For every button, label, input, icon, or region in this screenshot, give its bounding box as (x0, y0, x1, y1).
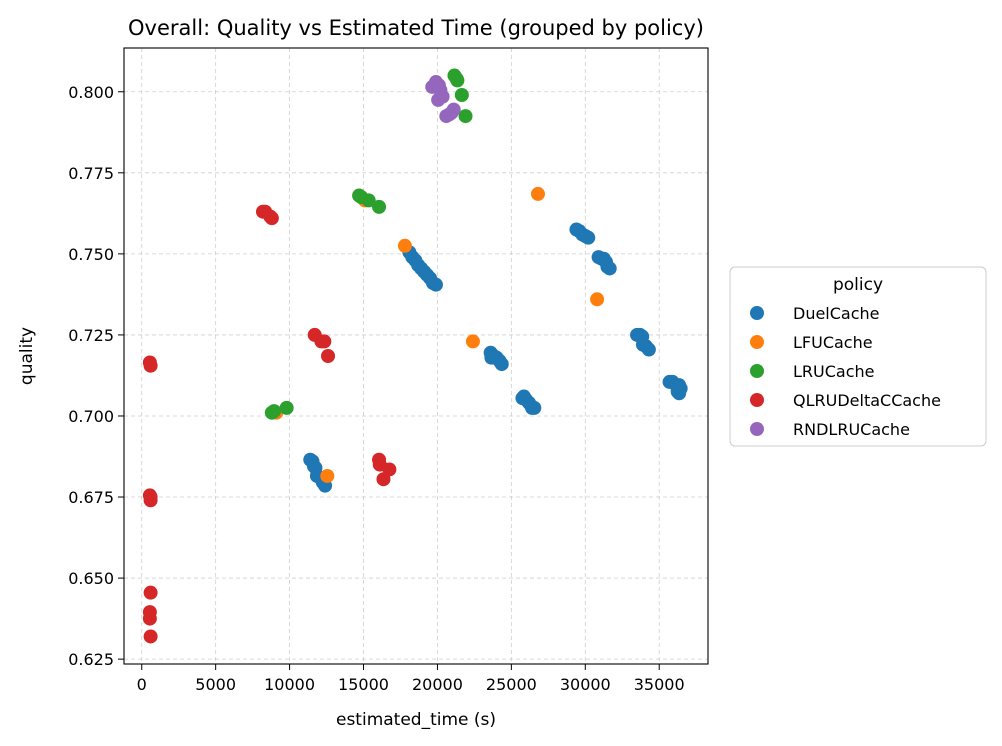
legend-item: LFUCache (750, 333, 873, 352)
y-tick-label: 0.700 (68, 407, 114, 426)
data-point (361, 193, 376, 208)
data-point (264, 211, 279, 226)
data-point (465, 334, 480, 349)
data-point (428, 277, 443, 292)
data-point (142, 611, 157, 626)
x-axis-ticks: 0 5000 10000 15000 20000 25000 30000 35000 (137, 664, 685, 694)
y-tick-label: 0.800 (68, 83, 114, 102)
legend-marker (750, 335, 764, 349)
x-tick-label: 5000 (195, 675, 236, 694)
y-axis-ticks: 0.625 0.650 0.675 0.700 0.725 0.750 0.775 0.800 (68, 83, 124, 669)
data-point (320, 468, 335, 483)
x-axis-label: estimated_time (s) (336, 710, 496, 730)
series-duelcache (303, 222, 688, 493)
data-point (641, 342, 656, 357)
y-tick-label: 0.625 (68, 650, 114, 669)
chart-title: Overall: Quality vs Estimated Time (grou… (128, 16, 704, 40)
legend-entries: DuelCache LFUCache LRUCache QLRUDeltaCCache… (750, 304, 941, 439)
legend: policy DuelCache LFUCache LRUCache QLRUDelt… (729, 266, 987, 447)
data-point (435, 89, 450, 104)
data-point (458, 109, 473, 124)
legend-marker (750, 393, 764, 407)
data-point (527, 400, 542, 415)
data-point (382, 462, 397, 477)
data-point (317, 334, 332, 349)
legend-label: QLRUDeltaCCache (793, 391, 941, 410)
data-point (672, 386, 687, 401)
data-point (143, 493, 158, 508)
x-tick-label: 35000 (634, 675, 685, 694)
data-point (143, 629, 158, 644)
data-point (602, 261, 617, 276)
data-point (267, 404, 282, 419)
legend-item: QLRUDeltaCCache (750, 391, 941, 410)
data-point (143, 585, 158, 600)
data-point (484, 350, 499, 365)
x-tick-label: 15000 (338, 675, 389, 694)
x-tick-label: 25000 (486, 675, 537, 694)
legend-label: RNDLRUCache (793, 420, 910, 439)
x-tick-label: 0 (137, 675, 147, 694)
legend-label: LRUCache (793, 362, 875, 381)
data-point (590, 292, 605, 307)
legend-label: DuelCache (793, 304, 880, 323)
y-tick-label: 0.650 (68, 569, 114, 588)
y-axis-label: quality (17, 327, 37, 385)
series-rndlrucache (425, 75, 461, 124)
x-tick-label: 20000 (412, 675, 463, 694)
data-point (279, 400, 294, 415)
y-tick-label: 0.750 (68, 245, 114, 264)
data-point (454, 88, 469, 103)
data-point (446, 102, 461, 117)
legend-item: RNDLRUCache (750, 420, 910, 439)
legend-item: DuelCache (750, 304, 880, 323)
data-point (450, 73, 465, 88)
x-tick-label: 30000 (560, 675, 611, 694)
legend-box (729, 266, 987, 447)
data-point (530, 186, 545, 201)
data-point (372, 199, 387, 214)
data-point (321, 349, 336, 363)
legend-marker (750, 306, 764, 320)
legend-item: LRUCache (750, 362, 875, 381)
grid (124, 48, 708, 664)
series-lrucache (264, 68, 473, 420)
legend-title: policy (833, 275, 883, 295)
data-point (143, 358, 158, 373)
data-points (142, 68, 688, 644)
data-point (494, 357, 509, 372)
legend-label: LFUCache (793, 333, 873, 352)
plot-frame (123, 47, 709, 665)
y-tick-label: 0.675 (68, 488, 114, 507)
y-tick-label: 0.775 (68, 164, 114, 183)
legend-marker (750, 422, 764, 436)
series-qlrudeltaccache (142, 204, 397, 644)
data-point (581, 230, 596, 245)
legend-marker (750, 364, 764, 378)
y-tick-label: 0.725 (68, 326, 114, 345)
x-tick-label: 10000 (264, 675, 315, 694)
data-point (397, 238, 412, 253)
